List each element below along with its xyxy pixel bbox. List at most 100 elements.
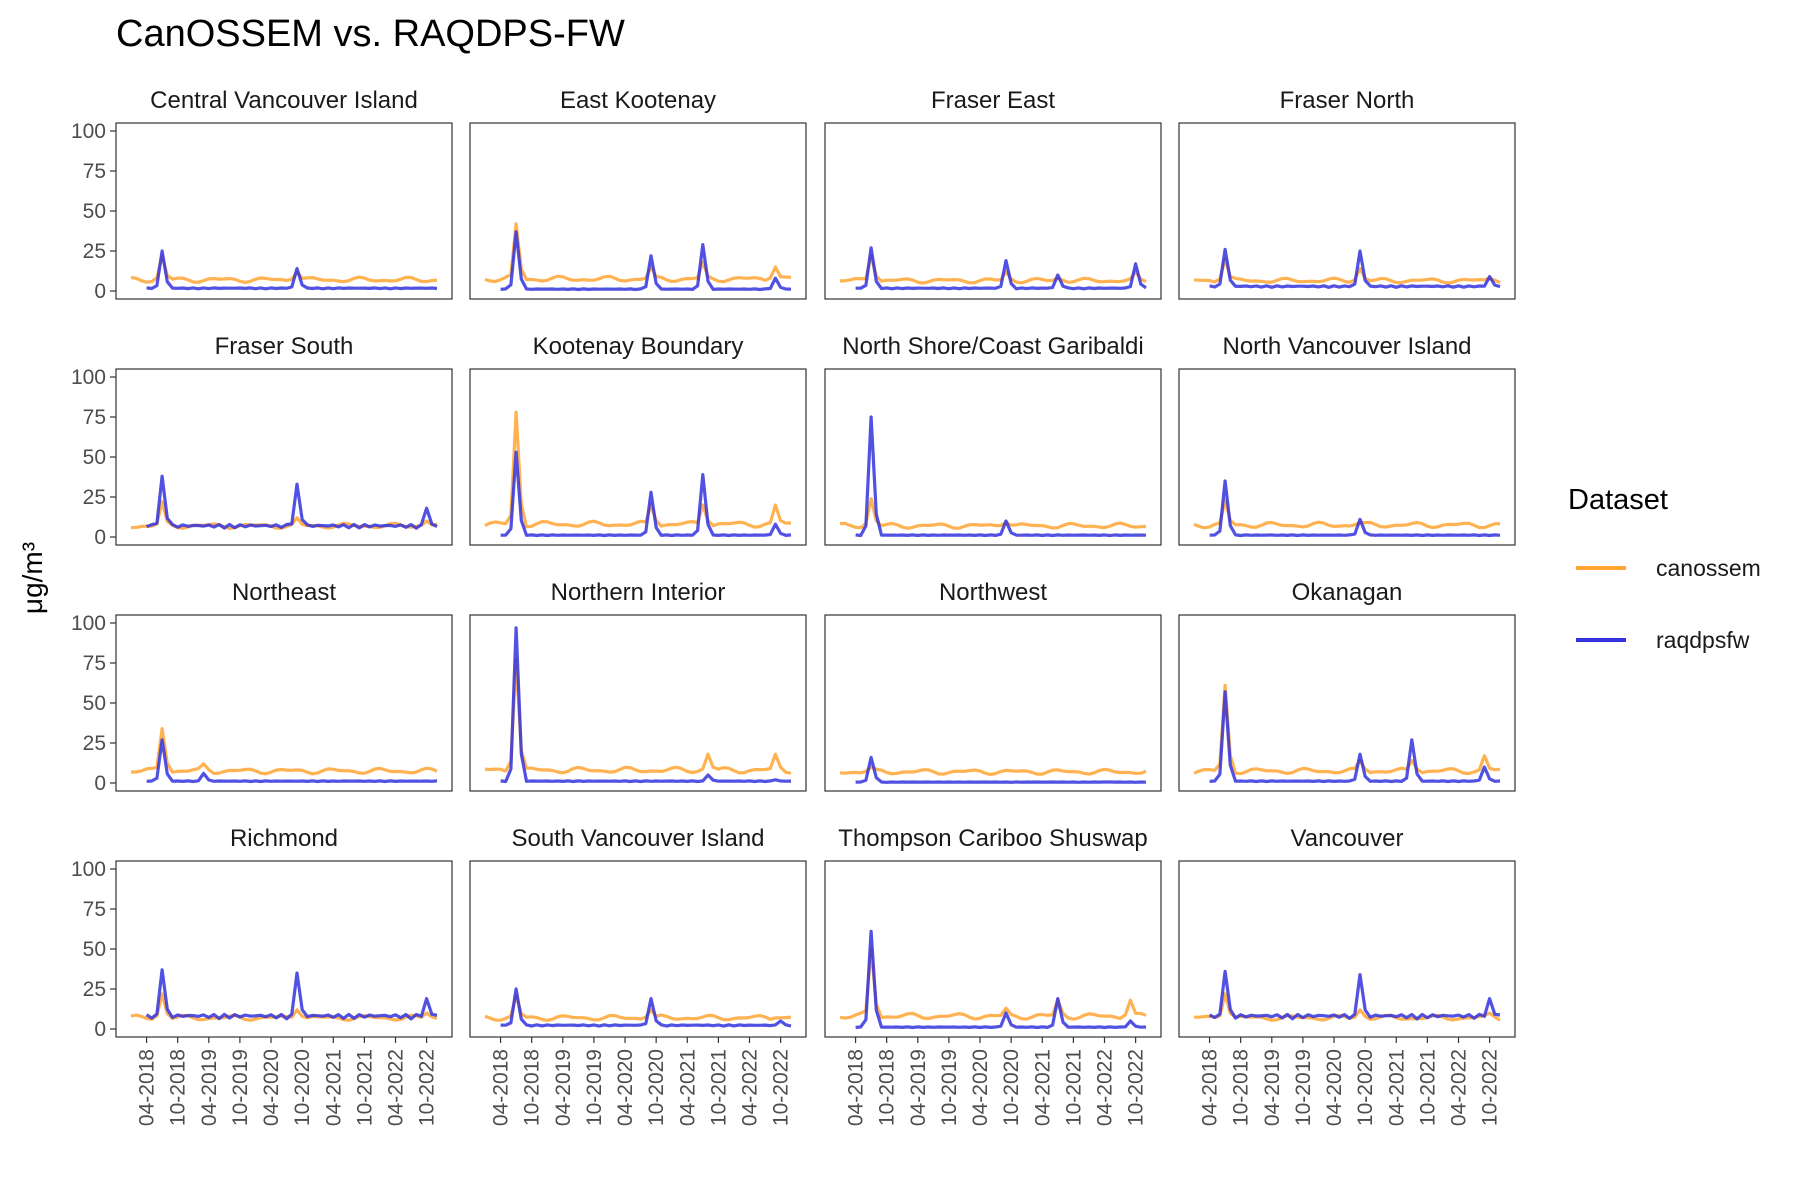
y-tick-label: 50 xyxy=(83,200,106,223)
series-line-canossem xyxy=(130,726,438,776)
x-tick-label: 10-2019 xyxy=(938,1049,961,1126)
series-line-raqdpsfw xyxy=(855,246,1147,291)
panel-northwest: Northwest xyxy=(824,579,1162,792)
series-line-raqdpsfw xyxy=(1209,247,1501,289)
series-line-raqdpsfw xyxy=(855,415,1147,538)
x-tick-label: 10-2018 xyxy=(521,1049,544,1126)
panel-richmond: Richmond 0 25 50 75 100 04-2018 10-2018 04-2019 1… xyxy=(71,825,453,1126)
panel-south-vancouver-island: South Vancouver Island 04-2018 10-2018 04-2… xyxy=(469,825,807,1126)
x-tick-label: 10-2019 xyxy=(229,1049,252,1126)
x-tick-label: 04-2022 xyxy=(1448,1049,1471,1126)
x-tick-label: 10-2022 xyxy=(1125,1049,1148,1126)
y-tick-label: 50 xyxy=(83,446,106,469)
x-tick-label: 04-2020 xyxy=(1323,1049,1346,1126)
series-line-canossem xyxy=(484,658,792,775)
x-tick-label: 10-2018 xyxy=(1230,1049,1253,1126)
series-line-canossem xyxy=(484,222,792,284)
x-tick-label: 04-2019 xyxy=(907,1049,930,1126)
x-tick-label: 04-2019 xyxy=(1261,1049,1284,1126)
panel-border xyxy=(115,614,453,792)
x-tick-label: 04-2020 xyxy=(614,1049,637,1126)
panel-border xyxy=(469,368,807,546)
x-tick-label: 10-2021 xyxy=(353,1049,376,1126)
facet-panels: Central Vancouver Island 0 25 50 75 100 East K… xyxy=(71,87,1516,1126)
panel-title: Central Vancouver Island xyxy=(150,87,418,114)
x-tick-label: 10-2018 xyxy=(876,1049,899,1126)
panel-central-vancouver-island: Central Vancouver Island 0 25 50 75 100 xyxy=(71,87,453,303)
x-tick-label: 10-2020 xyxy=(291,1049,314,1126)
x-tick-label: 10-2019 xyxy=(583,1049,606,1126)
y-tick-label: 100 xyxy=(71,366,106,389)
panel-thompson-cariboo-shuswap: Thompson Cariboo Shuswap 04-2018 10-2018 04… xyxy=(824,825,1162,1126)
panel-title: Kootenay Boundary xyxy=(533,333,744,360)
series-line-canossem xyxy=(1193,498,1501,530)
panel-title: Fraser North xyxy=(1280,87,1415,114)
panel-border xyxy=(1178,122,1516,300)
y-tick-label: 25 xyxy=(83,486,106,509)
x-tick-label: 04-2019 xyxy=(552,1049,575,1126)
legend-title: Dataset xyxy=(1568,484,1668,516)
x-tick-label: 10-2020 xyxy=(645,1049,668,1126)
panel-fraser-south: Fraser South 0 25 50 75 100 xyxy=(71,333,453,549)
panel-fraser-north: Fraser North xyxy=(1178,87,1516,300)
y-tick-label: 0 xyxy=(94,772,106,795)
x-tick-label: 04-2022 xyxy=(1094,1049,1117,1126)
series-line-raqdpsfw xyxy=(500,450,792,538)
series-line-raqdpsfw xyxy=(146,249,438,291)
panel-border xyxy=(115,368,453,546)
panel-title: North Vancouver Island xyxy=(1222,333,1471,360)
x-tick-label: 10-2022 xyxy=(770,1049,793,1126)
panel-border xyxy=(115,860,453,1038)
y-tick-label: 50 xyxy=(83,692,106,715)
panel-title: Fraser East xyxy=(931,87,1055,114)
x-tick-label: 04-2019 xyxy=(198,1049,221,1126)
legend-label-canossem: canossem xyxy=(1656,555,1761,581)
y-tick-label: 0 xyxy=(94,526,106,549)
x-tick-label: 04-2018 xyxy=(845,1049,868,1126)
series-line-raqdpsfw xyxy=(146,474,438,530)
y-tick-label: 75 xyxy=(83,898,106,921)
series-line-canossem xyxy=(839,765,1147,777)
series-line-raqdpsfw xyxy=(146,738,438,784)
panel-border xyxy=(1178,614,1516,792)
series-line-canossem xyxy=(839,254,1147,285)
panel-border xyxy=(1178,860,1516,1038)
series-line-raqdpsfw xyxy=(500,626,792,784)
series-line-canossem xyxy=(1193,257,1501,285)
panel-border xyxy=(469,122,807,300)
y-tick-label: 25 xyxy=(83,240,106,263)
panel-east-kootenay: East Kootenay xyxy=(469,87,807,300)
series-line-raqdpsfw xyxy=(1209,479,1501,538)
x-tick-label: 04-2021 xyxy=(322,1049,345,1126)
panel-northeast: Northeast 0 25 50 75 100 xyxy=(71,579,453,795)
x-tick-label: 10-2018 xyxy=(167,1049,190,1126)
series-line-canossem xyxy=(484,410,792,529)
y-tick-label: 25 xyxy=(83,978,106,1001)
panel-title: South Vancouver Island xyxy=(511,825,764,852)
y-tick-label: 25 xyxy=(83,732,106,755)
series-line-raqdpsfw xyxy=(1209,690,1501,784)
panel-title: Vancouver xyxy=(1291,825,1404,852)
series-line-raqdpsfw xyxy=(145,968,438,1021)
series-line-canossem xyxy=(839,947,1147,1021)
panel-northern-interior: Northern Interior xyxy=(469,579,807,792)
panel-title: Okanagan xyxy=(1292,579,1403,606)
panel-title: Northeast xyxy=(232,579,336,606)
x-tick-label: 04-2020 xyxy=(260,1049,283,1126)
panel-border xyxy=(824,122,1162,300)
panel-border xyxy=(469,860,807,1038)
panel-kootenay-boundary: Kootenay Boundary xyxy=(469,333,807,546)
series-line-canossem xyxy=(1193,683,1501,776)
x-tick-label: 04-2021 xyxy=(676,1049,699,1126)
x-tick-label: 10-2021 xyxy=(1416,1049,1439,1126)
legend-label-raqdpsfw: raqdpsfw xyxy=(1656,627,1750,653)
panel-border xyxy=(115,122,453,300)
x-tick-label: 04-2020 xyxy=(969,1049,992,1126)
y-tick-label: 100 xyxy=(71,612,106,635)
x-tick-label: 04-2018 xyxy=(136,1049,159,1126)
y-tick-label: 0 xyxy=(94,280,106,303)
x-tick-label: 10-2019 xyxy=(1292,1049,1315,1126)
y-tick-label: 50 xyxy=(83,938,106,961)
panel-title: East Kootenay xyxy=(560,87,716,114)
